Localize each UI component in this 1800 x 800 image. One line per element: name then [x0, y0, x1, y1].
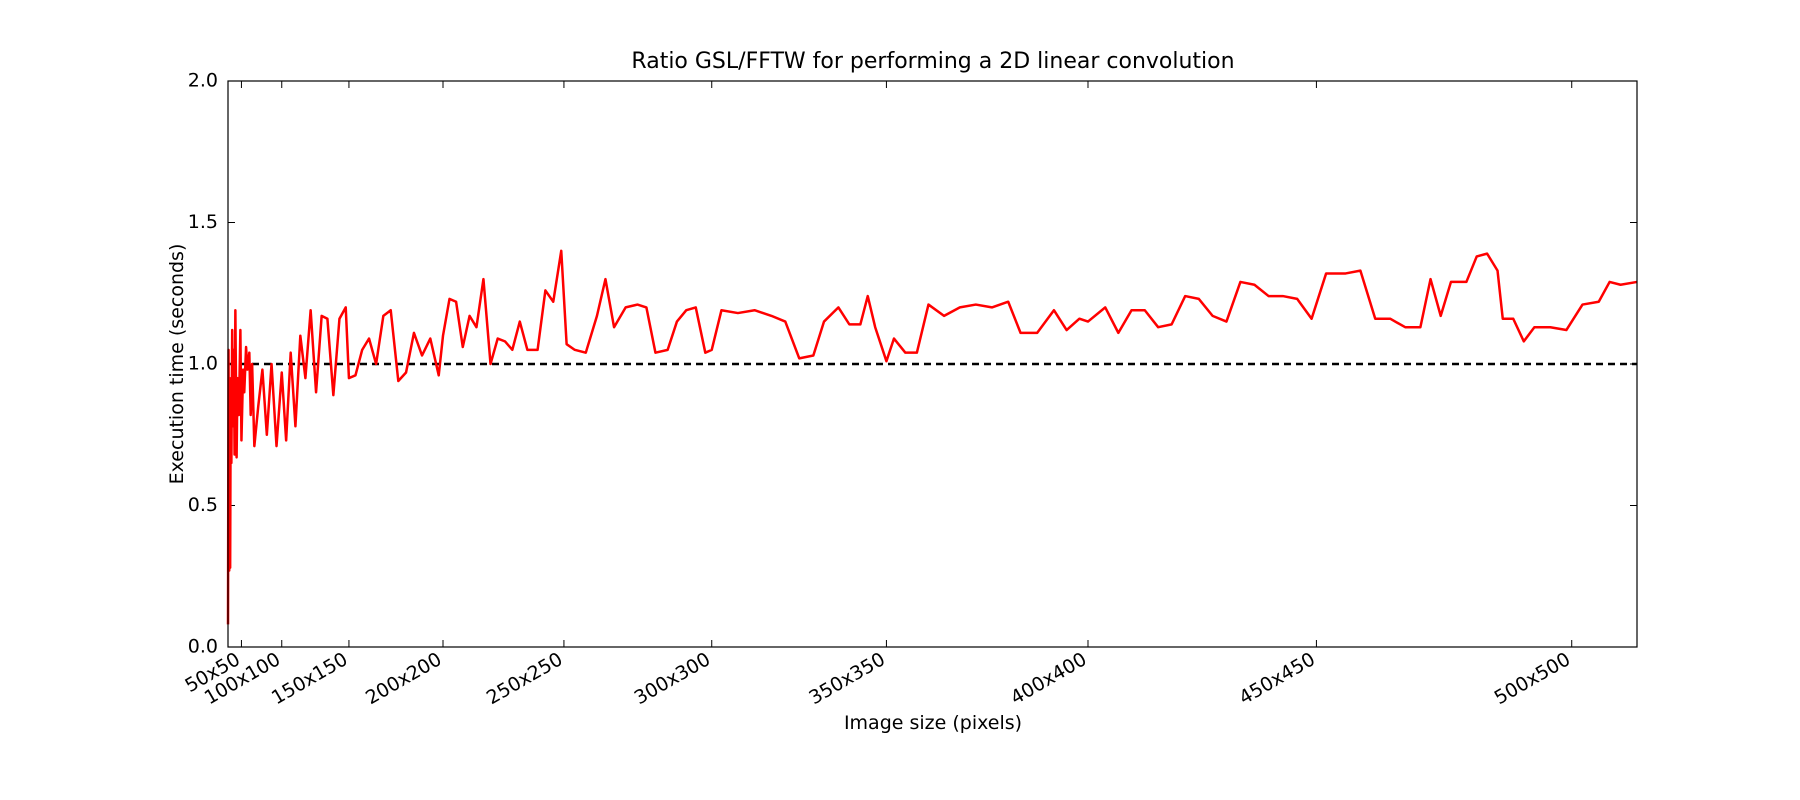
- y-axis-label: Execution time (seconds): [166, 244, 188, 485]
- y-tick-label: 2.0: [188, 70, 218, 92]
- chart-title: Ratio GSL/FFTW for performing a 2D linea…: [631, 49, 1234, 74]
- y-tick-label: 1.5: [188, 211, 218, 233]
- y-tick-label: 0.5: [188, 494, 218, 516]
- y-tick-label: 0.0: [188, 636, 218, 658]
- x-tick-label: 250x250: [483, 648, 567, 709]
- x-tick-label: 150x150: [268, 648, 352, 709]
- x-tick-label: 500x500: [1491, 648, 1575, 709]
- y-tick-label: 1.0: [188, 353, 218, 375]
- data-line: [226, 249, 1638, 625]
- x-tick-label: 450x450: [1235, 648, 1319, 709]
- plot-frame: [227, 80, 1638, 648]
- x-tick-label: 400x400: [1007, 648, 1091, 709]
- x-tick-label: 350x350: [805, 648, 889, 709]
- x-tick-label: 200x200: [362, 648, 446, 709]
- x-axis-label: Image size (pixels): [844, 712, 1022, 734]
- x-tick-label: 300x300: [631, 648, 715, 709]
